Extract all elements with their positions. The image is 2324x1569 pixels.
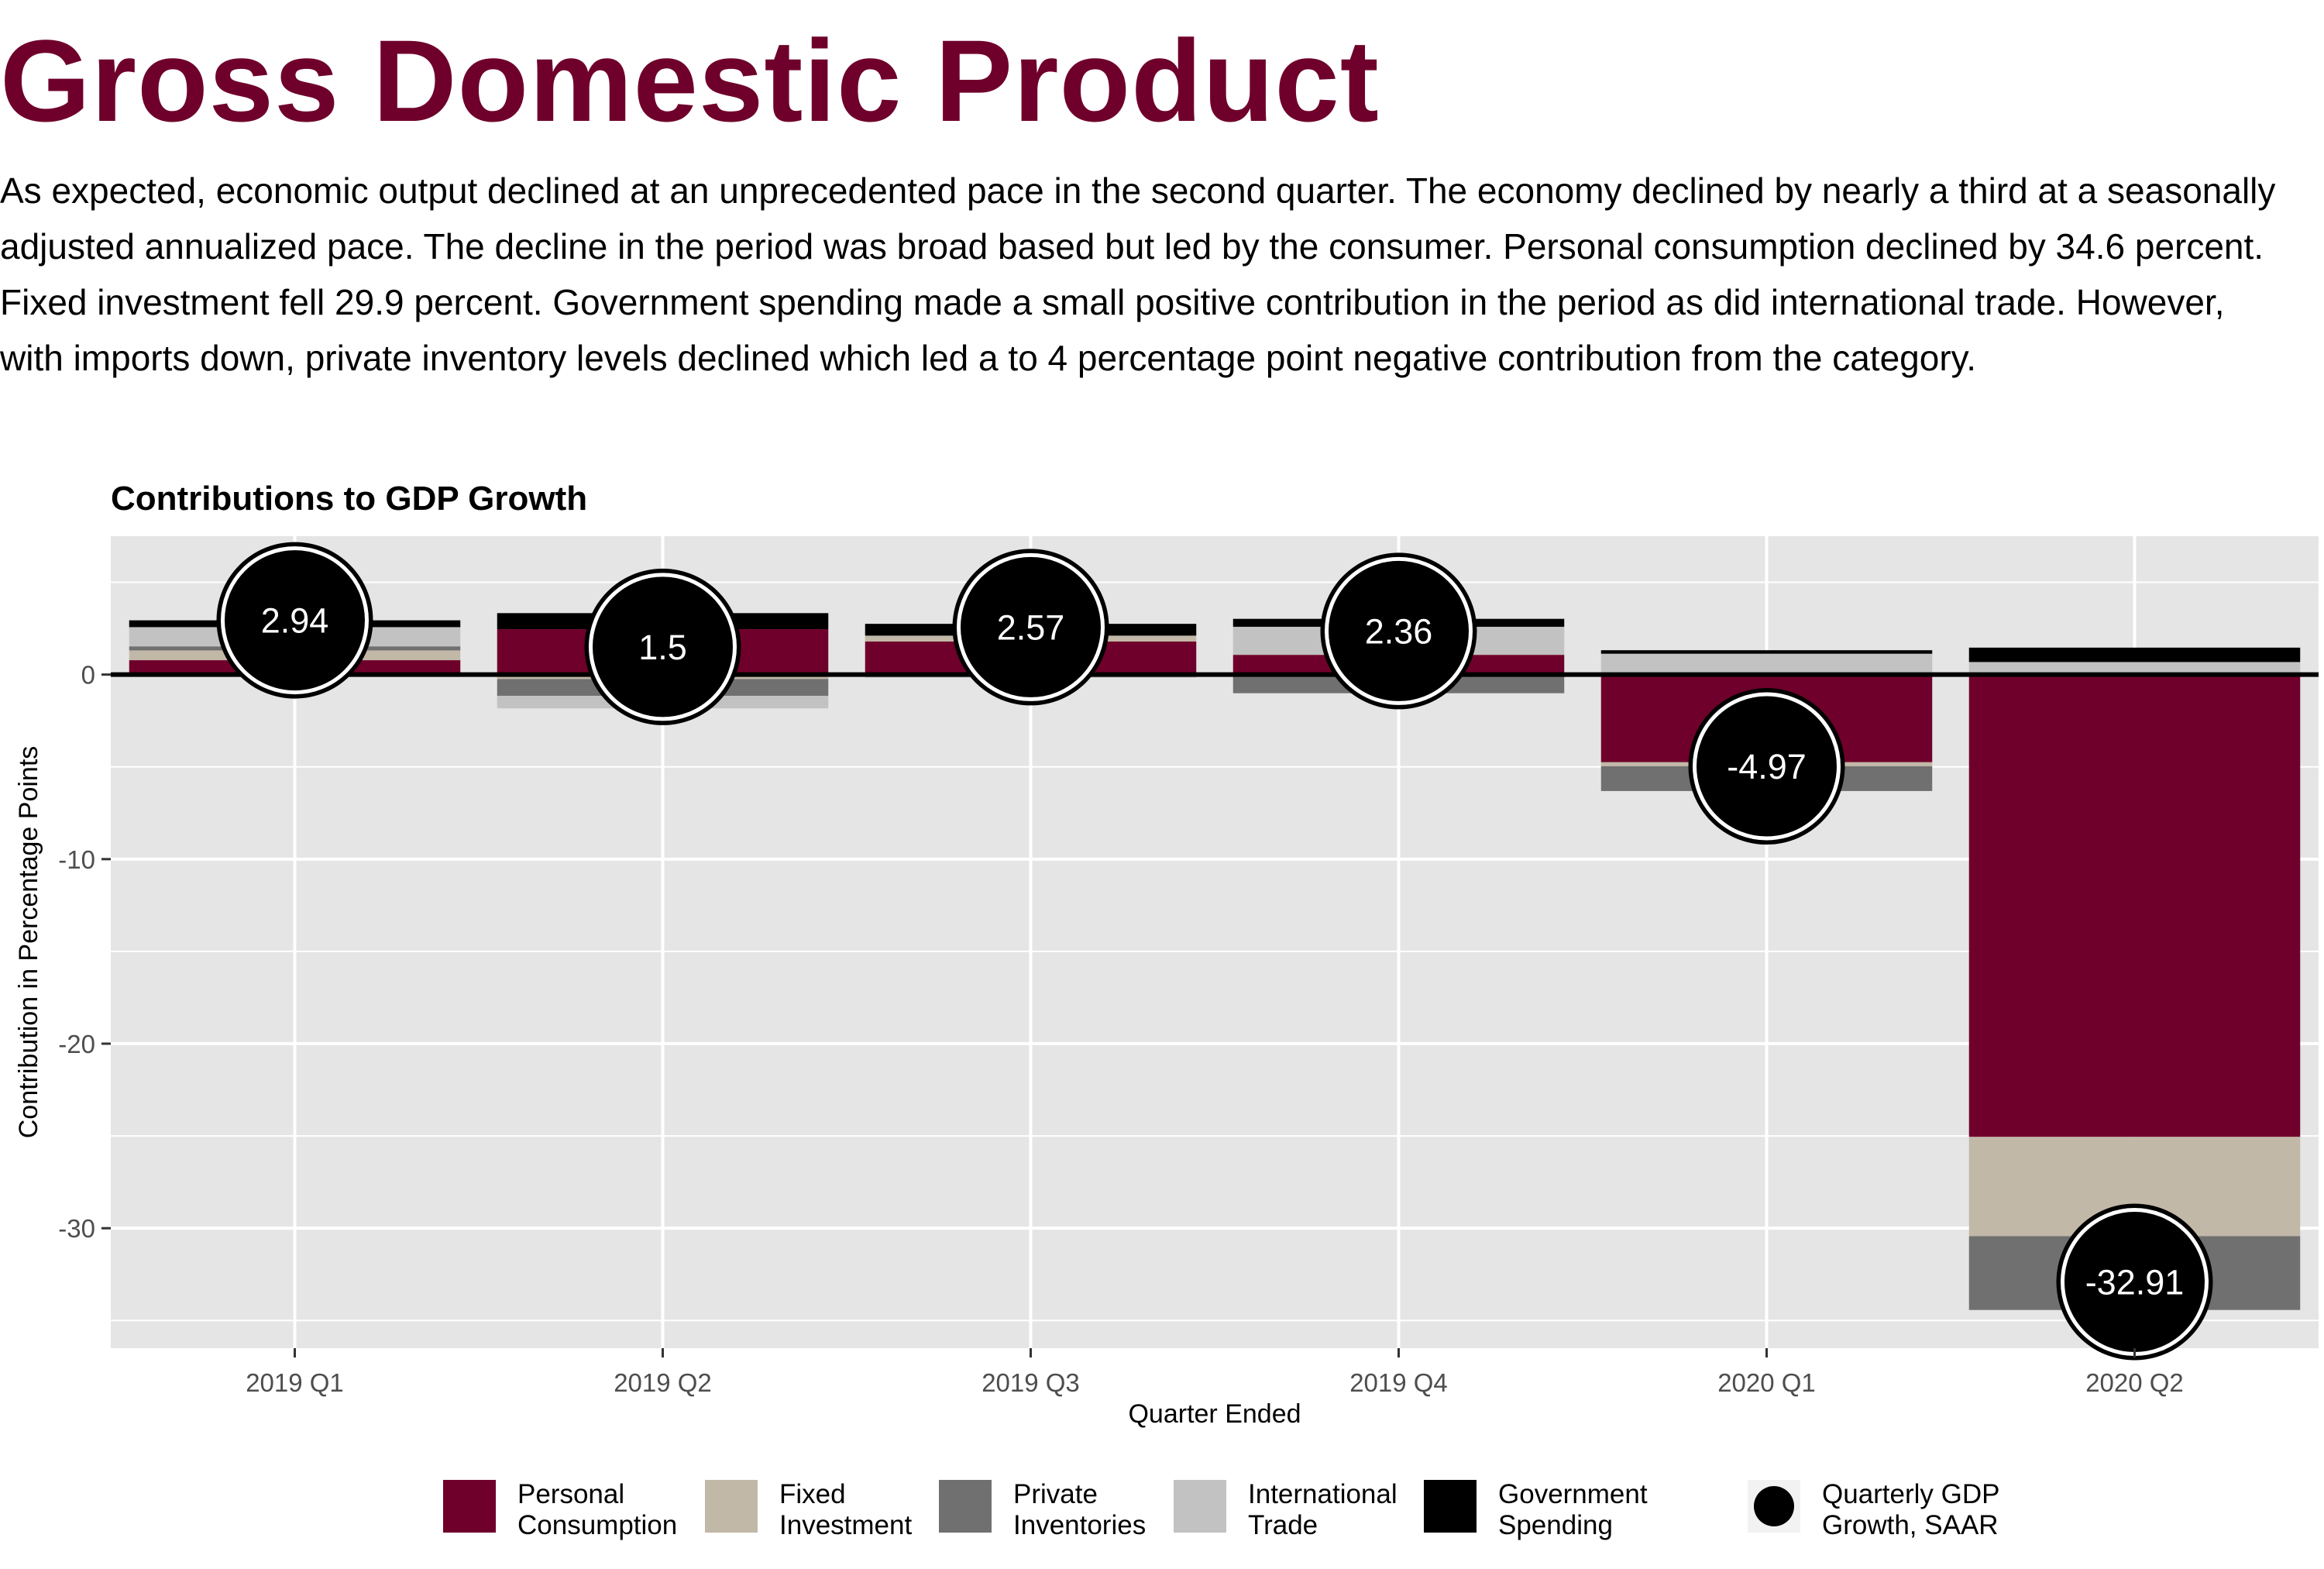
y-tick-label: -20 — [58, 1030, 95, 1058]
x-tick-label: 2019 Q4 — [1349, 1368, 1448, 1397]
gdp-value-label: 2.57 — [997, 607, 1065, 647]
legend-key — [1174, 1480, 1226, 1533]
page-title: Gross Domestic Product — [0, 15, 1380, 146]
gdp-markers: 2.94 1.5 2.57 2.36 -4.97 -32.91 — [216, 542, 2213, 1361]
legend-label: Private Inventories — [1013, 1479, 1146, 1540]
legend-key — [705, 1480, 758, 1533]
x-axis-title: Quarter Ended — [1128, 1399, 1301, 1429]
legend-label: International Trade — [1248, 1479, 1397, 1540]
x-tick-label: 2019 Q1 — [246, 1368, 344, 1397]
x-tick-label: 2020 Q1 — [1717, 1368, 1816, 1397]
legend-label: Personal Consumption — [517, 1479, 677, 1540]
plot-panel — [111, 536, 2319, 1348]
bar-segment — [1600, 650, 1933, 654]
y-tick-label: -30 — [58, 1214, 95, 1243]
gdp-marker — [957, 552, 1105, 701]
gdp-value-label: 2.94 — [261, 601, 329, 641]
x-tick-label: 2020 Q2 — [2085, 1368, 2184, 1397]
legend-label: Government Spending — [1498, 1479, 1648, 1540]
gdp-marker — [1325, 556, 1473, 705]
y-tick-label: -10 — [58, 845, 95, 874]
bar-segment — [1968, 674, 2301, 1137]
bar-segment — [1968, 662, 2301, 675]
y-axis-title: Contribution in Percentage Points — [14, 746, 43, 1139]
legend-key — [1424, 1480, 1477, 1533]
axis-ticks: 0 -10 -20 -30 2019 Q1 2019 Q2 2019 Q3 2019 Q4 20… — [58, 661, 2184, 1397]
gdp-value-label: -32.91 — [2085, 1262, 2185, 1302]
bar-segment — [1600, 653, 1933, 675]
legend-label: Quarterly GDP Growth, SAAR — [1822, 1479, 2000, 1540]
gdp-value-label: 2.36 — [1365, 611, 1433, 651]
legend-key-gdp — [1754, 1486, 1794, 1526]
bar-segment — [1968, 647, 2301, 662]
gdp-marker — [1693, 692, 1841, 841]
legend-key — [443, 1480, 496, 1533]
intro-paragraph: As expected, economic output declined at… — [0, 170, 2276, 378]
gdp-marker — [221, 546, 369, 695]
gdp-marker — [589, 573, 737, 721]
chart-title: Contributions to GDP Growth — [111, 480, 587, 518]
x-tick-label: 2019 Q3 — [982, 1368, 1080, 1397]
gdp-value-label: -4.97 — [1727, 747, 1807, 786]
y-tick-label: 0 — [81, 661, 95, 690]
legend-label: Fixed Investment — [779, 1479, 912, 1540]
x-tick-label: 2019 Q2 — [614, 1368, 712, 1397]
gdp-value-label: 1.5 — [638, 628, 687, 667]
legend-key — [939, 1480, 992, 1533]
legend: Personal Consumption Fixed Investment Privat… — [443, 1479, 2000, 1540]
